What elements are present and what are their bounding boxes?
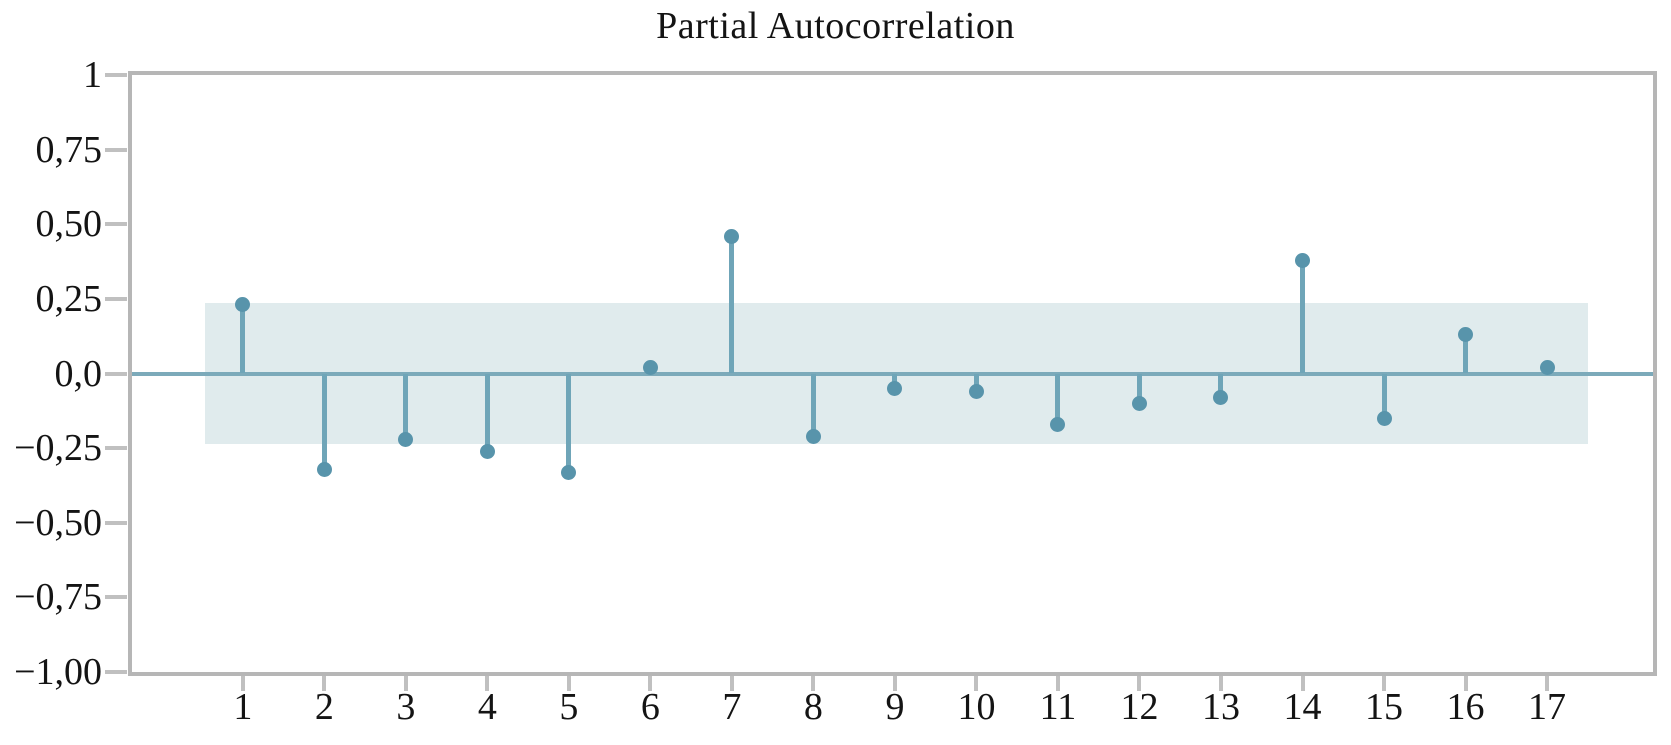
dot-lag-6	[642, 360, 658, 376]
stem-lag-16	[1463, 334, 1469, 374]
x-tick-label-4: 4	[477, 686, 497, 728]
dot-lag-12	[1131, 395, 1147, 411]
x-tick-9	[892, 676, 897, 691]
x-tick-label-14: 14	[1283, 686, 1322, 728]
y-tick-0	[105, 73, 127, 77]
x-tick-4	[485, 676, 490, 691]
x-tick-12	[1137, 676, 1142, 691]
x-tick-label-8: 8	[803, 686, 823, 728]
stem-lag-14	[1300, 260, 1305, 374]
stem-lag-1	[240, 304, 246, 374]
y-tick-label-6: −0,50	[14, 501, 102, 544]
y-tick-8	[105, 670, 127, 674]
dot-lag-11	[1050, 416, 1066, 432]
stem-lag-13	[1218, 373, 1224, 398]
y-tick-label-5: −0,25	[14, 427, 102, 470]
plot-area	[128, 71, 1657, 676]
x-tick-label-9: 9	[885, 686, 905, 728]
y-tick-5	[105, 446, 127, 451]
dot-lag-2	[316, 461, 332, 477]
x-tick-label-12: 12	[1120, 686, 1159, 728]
y-tick-label-2: 0,50	[35, 203, 103, 246]
y-tick-label-0: 1	[83, 54, 102, 96]
chart-title: Partial Autocorrelation	[656, 5, 1015, 47]
dot-lag-3	[398, 431, 414, 447]
stem-lag-11	[1055, 373, 1061, 425]
stem-lag-2	[321, 373, 327, 470]
x-tick-6	[648, 676, 653, 691]
y-tick-label-8: −1,00	[14, 651, 102, 693]
x-tick-label-2: 2	[314, 686, 334, 728]
x-tick-label-1: 1	[233, 686, 253, 728]
dot-lag-15	[1376, 410, 1392, 426]
x-tick-label-11: 11	[1039, 686, 1077, 728]
x-tick-5	[566, 676, 571, 691]
y-tick-label-7: −0,75	[14, 576, 102, 619]
dot-lag-16	[1458, 327, 1474, 343]
x-tick-3	[403, 676, 408, 691]
x-tick-11	[1055, 676, 1060, 691]
y-tick-2	[105, 222, 127, 227]
x-tick-label-13: 13	[1201, 686, 1240, 728]
x-tick-label-16: 16	[1446, 686, 1485, 728]
y-tick-label-4: 0,0	[54, 352, 103, 395]
x-tick-2	[322, 676, 327, 691]
x-tick-16	[1463, 676, 1468, 691]
stem-lag-8	[810, 373, 816, 437]
x-tick-14	[1300, 676, 1305, 691]
x-tick-13	[1218, 676, 1223, 691]
x-tick-1	[240, 676, 245, 691]
dot-lag-13	[1213, 389, 1229, 405]
x-tick-label-5: 5	[559, 686, 579, 728]
x-tick-17	[1545, 676, 1550, 691]
dot-lag-10	[968, 383, 984, 399]
x-tick-7	[729, 676, 734, 691]
dot-lag-5	[561, 464, 577, 480]
x-tick-label-7: 7	[722, 686, 742, 728]
stem-lag-4	[484, 373, 490, 452]
x-tick-8	[811, 676, 816, 691]
y-tick-label-3: 0,25	[35, 277, 103, 320]
x-tick-label-17: 17	[1528, 686, 1567, 728]
stem-lag-7	[729, 236, 735, 374]
stem-lag-10	[973, 373, 979, 392]
dot-lag-14	[1295, 252, 1310, 268]
stem-lag-15	[1381, 373, 1387, 419]
y-tick-label-1: 0,75	[35, 128, 103, 171]
x-tick-label-10: 10	[957, 686, 996, 728]
stem-lag-5	[566, 373, 572, 472]
y-tick-1	[105, 147, 127, 152]
x-tick-10	[974, 676, 979, 691]
dot-lag-17	[1539, 360, 1555, 376]
dot-lag-8	[805, 428, 821, 444]
x-tick-label-15: 15	[1365, 686, 1403, 728]
x-tick-label-6: 6	[640, 686, 660, 728]
stem-lag-12	[1136, 373, 1142, 404]
y-tick-3	[105, 296, 127, 301]
dot-lag-9	[887, 380, 903, 396]
y-tick-6	[105, 520, 127, 525]
stem-lag-3	[403, 373, 409, 440]
y-tick-4	[105, 371, 127, 376]
dot-lag-4	[479, 443, 495, 459]
dot-lag-1	[235, 297, 251, 313]
dot-lag-7	[724, 228, 740, 244]
x-tick-label-3: 3	[396, 686, 416, 728]
y-tick-7	[105, 595, 127, 600]
x-tick-15	[1382, 676, 1386, 691]
